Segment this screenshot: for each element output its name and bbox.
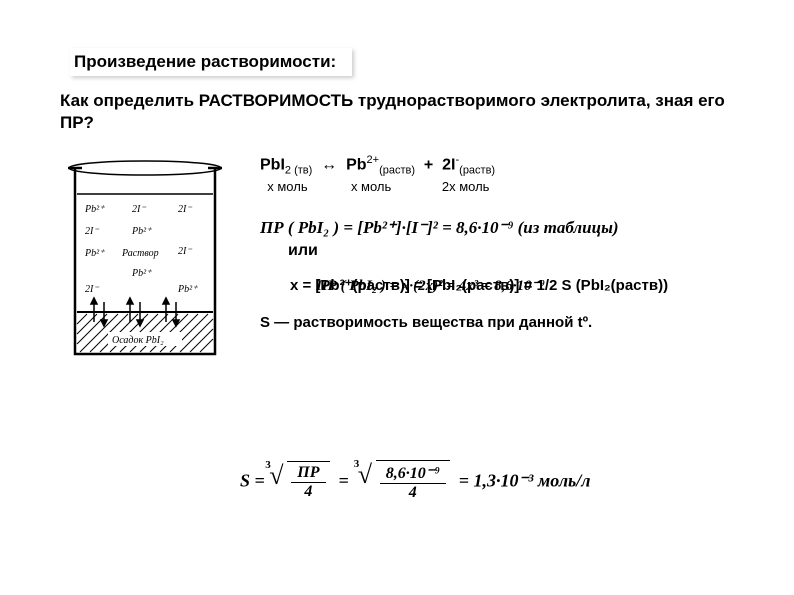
eq-cation: Pb <box>346 157 366 174</box>
ion-label: Pb²⁺ <box>131 226 152 237</box>
ion-label: 2I⁻ <box>178 204 192 215</box>
dissociation-equation: PbI2 (тв) ↔ Pb2+(раств) + 2I-(раств) <box>260 154 734 177</box>
radical-icon: √ <box>269 461 283 491</box>
ion-label: 2I⁻ <box>178 246 192 257</box>
mole-a: x моль <box>267 179 307 194</box>
beaker-diagram: Pb²⁺ 2I⁻ 2I⁻ 2I⁻ Pb²⁺ Pb²⁺ Раствор 2I⁻ P… <box>60 154 240 379</box>
sediment-label: Осадок PbI₂ <box>112 335 164 346</box>
or-label: или <box>288 242 734 260</box>
eq-plus: + <box>424 157 433 174</box>
ion-label: 2I⁻ <box>85 226 99 237</box>
final-eq: = <box>339 471 349 491</box>
ion-label: Раствор <box>121 248 159 259</box>
formulas-column: PbI2 (тв) ↔ Pb2+(раств) + 2I-(раств) x м… <box>240 154 734 331</box>
eq-lhs: PbI <box>260 157 285 174</box>
frac2-den: 4 <box>380 484 446 502</box>
slide-title: Произведение растворимости: <box>74 52 336 71</box>
pr-formula: ПР ( PbI₂ ) = [Pb²⁺]·[I⁻]² = 8,6·10⁻⁹ (и… <box>260 218 734 238</box>
eq-anion-state: (раств) <box>459 165 495 177</box>
overlapped-formula: x = [Pb²⁺(раств)] = [PbI₂(раств)] = 1/2 … <box>260 276 734 300</box>
eq-arrow: ↔ <box>321 157 337 174</box>
frac1-den: 4 <box>291 483 325 501</box>
mole-b: x моль <box>351 179 391 194</box>
ion-label: 2I⁻ <box>132 204 146 215</box>
frac2-num: 8,6·10⁻⁹ <box>380 463 446 484</box>
overlap-layer-2: ПР ( PbI₂ ) = x·(2x)² = 4x³ = 8,6·10⁻⁹ <box>316 276 545 295</box>
solubility-definition: S — растворимость вещества при данной tº… <box>260 314 734 331</box>
ion-label: Pb²⁺ <box>131 268 152 279</box>
ion-label: Pb²⁺ <box>177 284 198 295</box>
final-result: = 1,3·10⁻³ моль/л <box>459 471 591 491</box>
eq-lhs-sub: 2 (тв) <box>285 165 312 177</box>
eq-cation-state: (раств) <box>379 165 415 177</box>
content-row: Pb²⁺ 2I⁻ 2I⁻ 2I⁻ Pb²⁺ Pb²⁺ Раствор 2I⁻ P… <box>60 154 734 379</box>
eq-anion: 2I <box>442 157 455 174</box>
mole-annotations: x моль x моль 2x моль <box>260 179 734 194</box>
ion-label: Pb²⁺ <box>84 204 105 215</box>
title-box: Произведение растворимости: <box>70 48 352 76</box>
frac1-num: ПР <box>291 464 325 483</box>
final-formula: S = 3 √ ПР 4 = 3 √ 8,6·10⁻⁹ 4 = 1,3·10⁻³… <box>240 460 591 502</box>
ion-label: Pb²⁺ <box>84 248 105 259</box>
final-S: S = <box>240 471 265 491</box>
radical-icon: √ <box>358 460 372 490</box>
ion-label: 2I⁻ <box>85 284 99 295</box>
mole-c: 2x моль <box>442 179 490 194</box>
eq-cation-charge: 2+ <box>367 154 380 166</box>
question-text: Как определить РАСТВОРИМОСТЬ труднораств… <box>60 90 734 134</box>
